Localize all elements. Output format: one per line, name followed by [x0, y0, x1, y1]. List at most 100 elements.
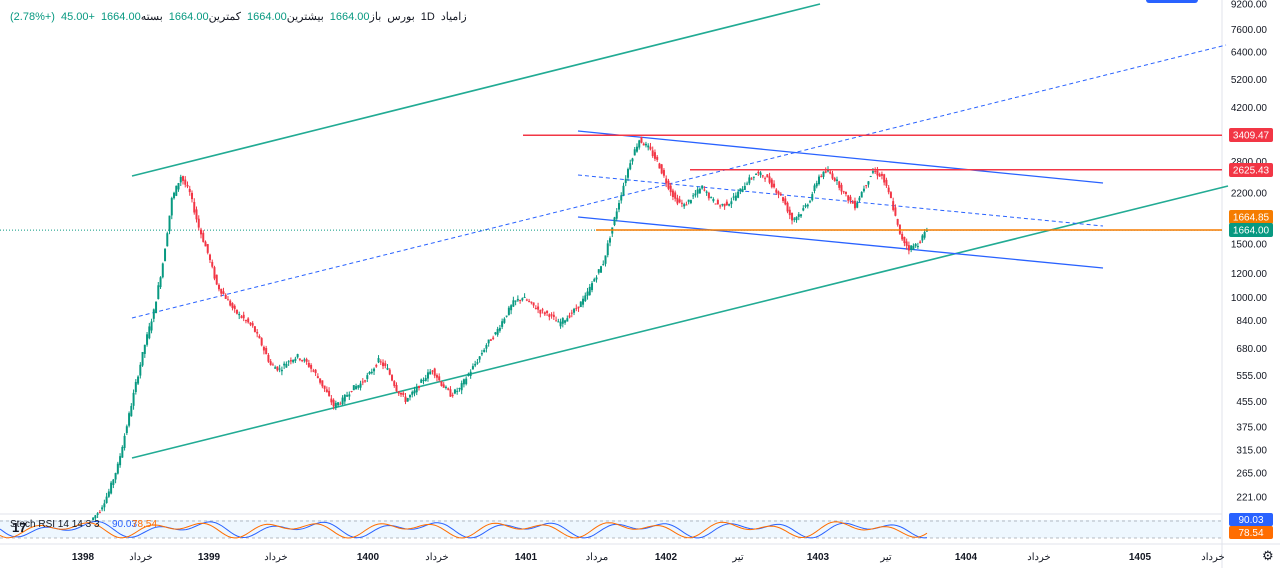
candle-body	[296, 354, 299, 358]
candle-body	[644, 143, 647, 146]
candle-body	[328, 390, 331, 396]
stoch-k-tag-label: 90.03	[1238, 515, 1263, 526]
candle-body	[238, 313, 241, 316]
candle-body	[750, 178, 753, 180]
candle-body	[653, 152, 656, 159]
price-tick-label: 1000.00	[1231, 293, 1268, 304]
candle-body	[822, 171, 825, 177]
candle-body	[734, 195, 737, 201]
candle-body	[395, 384, 398, 392]
candle-body	[101, 507, 104, 510]
change-value: +45.00	[60, 10, 95, 23]
candle-body	[298, 358, 301, 360]
symbol-header: زامیاد 1D بورس باز1664.00 بیشترین1664.00…	[10, 10, 467, 24]
stoch-d-value: 78.54	[132, 519, 157, 530]
candle-body	[678, 199, 681, 203]
price-tick-label: 315.00	[1236, 446, 1267, 457]
candle-body	[570, 312, 573, 314]
candle-body	[759, 172, 762, 176]
candle-body	[222, 291, 225, 294]
candle-body	[186, 184, 189, 187]
candle-body	[629, 163, 632, 170]
candle-body	[429, 371, 432, 375]
candle-body	[357, 385, 360, 388]
candle-body	[757, 171, 760, 174]
candle-body	[600, 266, 603, 273]
candle-body	[128, 413, 131, 426]
candle-body	[791, 212, 794, 221]
candle-body	[746, 183, 749, 185]
candle-body	[323, 385, 326, 389]
candle-body	[386, 367, 389, 370]
candle-body	[343, 394, 346, 402]
candle-body	[815, 183, 818, 187]
candle-body	[433, 368, 436, 376]
candle-body	[613, 217, 616, 226]
candle-body	[516, 298, 519, 301]
candle-body	[539, 309, 542, 314]
candle-body	[413, 390, 416, 394]
gear-icon[interactable]: ⚙	[1262, 548, 1274, 563]
candle-body	[595, 277, 598, 280]
candle-body	[130, 406, 133, 417]
price-tag	[1229, 128, 1273, 142]
candle-body	[283, 363, 286, 366]
candle-body	[404, 396, 407, 402]
trend-lines	[0, 3, 1229, 459]
candle-body	[773, 183, 776, 188]
candle-body	[341, 397, 344, 405]
price-tick-label: 455.00	[1236, 397, 1267, 408]
candle-body	[116, 463, 119, 474]
candle-body	[770, 179, 773, 188]
candle-body	[431, 370, 434, 372]
candle-body	[435, 375, 438, 378]
candle-body	[898, 224, 901, 234]
candle-body	[849, 196, 852, 201]
stoch-band	[0, 520, 1222, 538]
candle-body	[676, 197, 679, 204]
candle-body	[813, 185, 816, 191]
candle-body	[375, 364, 378, 367]
candle-body	[276, 366, 279, 371]
low-label: کمترین	[208, 11, 241, 23]
candle-body	[647, 145, 650, 148]
candle-body	[152, 309, 155, 319]
time-axis: 1398 خرداد 1399 خرداد 1400 خرداد 1401 مرداد 1402…	[72, 552, 1225, 563]
candle-body	[287, 361, 290, 363]
candle-body	[626, 169, 629, 178]
candle-body	[737, 191, 740, 198]
candle-body	[157, 285, 160, 299]
candle-body	[768, 176, 771, 183]
candle-body	[391, 375, 394, 381]
candle-body	[139, 364, 142, 376]
channel-lower-line	[131, 185, 1229, 459]
candle-body	[577, 306, 580, 309]
candle-body	[260, 338, 263, 346]
candle-body	[496, 328, 499, 335]
candle-body	[469, 371, 472, 376]
candle-body	[206, 244, 209, 253]
candle-body	[143, 344, 146, 354]
candle-body	[923, 232, 926, 238]
candle-body	[240, 316, 243, 318]
stoch-label: Stoch RSI 14 14 3 3	[10, 519, 100, 530]
candle-body	[795, 216, 798, 221]
candle-body	[671, 190, 674, 198]
candle-body	[597, 269, 600, 273]
candle-body	[348, 394, 351, 397]
candle-body	[869, 176, 872, 178]
candle-body	[208, 254, 211, 261]
candle-body	[474, 363, 477, 366]
top-toolbar-tab[interactable]	[1146, 0, 1198, 3]
candle-body	[325, 389, 328, 393]
candle-body	[835, 179, 838, 182]
candle-body	[231, 303, 234, 308]
candle-body	[811, 194, 814, 201]
candle-body	[132, 392, 135, 406]
symbol-name[interactable]: زامیاد	[440, 11, 467, 23]
interval[interactable]: 1D	[420, 10, 435, 23]
candle-body	[262, 346, 265, 351]
